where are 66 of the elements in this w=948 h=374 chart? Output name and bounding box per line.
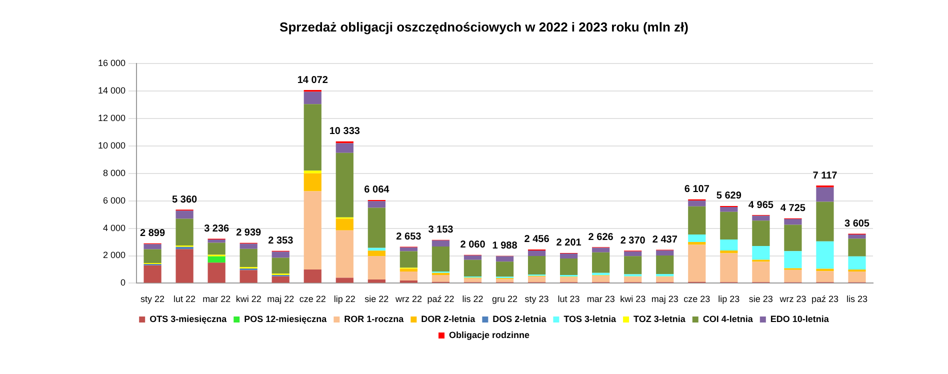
- x-tick-label: cze 22: [299, 294, 326, 304]
- x-tick-label: mar 23: [586, 294, 615, 304]
- total-label: 3 605: [844, 218, 870, 230]
- legend-label: Obligacje rodzinne: [448, 330, 530, 340]
- total-label: 2 653: [396, 232, 422, 243]
- x-tick-label: maj 22: [267, 294, 294, 304]
- total-label: 6 064: [364, 184, 390, 196]
- total-label: 2 626: [588, 232, 614, 243]
- legend-label: ROR 1-roczna: [344, 314, 405, 324]
- total-label: 7 117: [812, 170, 838, 182]
- y-tick-label: 8 000: [102, 168, 126, 178]
- y-tick-label: 2 000: [102, 250, 126, 260]
- x-tick-label: cze 23: [684, 294, 710, 304]
- total-label: 2 353: [268, 236, 294, 247]
- total-label: 2 437: [652, 234, 678, 246]
- total-label: 10 333: [329, 126, 360, 138]
- x-tick-label: sie 23: [748, 294, 773, 304]
- legend-label: DOR 2-letnia: [421, 314, 476, 324]
- total-label: 4 965: [748, 200, 774, 211]
- total-label: 5 360: [172, 194, 198, 206]
- legend-label: POS 12-miesięczna: [244, 314, 328, 324]
- legend-label: OTS 3-miesięczna: [150, 314, 228, 324]
- total-label: 6 107: [684, 184, 710, 196]
- legend-label: TOZ 3-letnia: [634, 314, 686, 324]
- chart-title: Sprzedaż obligacji oszczędnościowych w 2022 i 2023 roku (mln zł): [280, 19, 688, 34]
- x-tick-label: gru 22: [492, 294, 518, 304]
- x-tick-label: sie 22: [364, 294, 389, 304]
- y-tick-label: 0: [120, 278, 126, 288]
- x-tick-label: sty 23: [524, 294, 549, 304]
- x-tick-label: lis 23: [846, 294, 868, 304]
- x-tick-label: lip 23: [718, 294, 740, 304]
- x-tick-label: kwi 22: [236, 294, 262, 304]
- legend-label: EDO 10-letnia: [770, 314, 830, 324]
- legend-label: DOS 2-letnia: [492, 314, 548, 324]
- total-label: 2 899: [140, 228, 166, 240]
- x-tick-label: sty 22: [140, 294, 165, 304]
- total-label: 2 201: [556, 238, 582, 249]
- total-label: 3 153: [428, 224, 454, 236]
- x-tick-label: lip 22: [334, 294, 356, 304]
- total-label: 3 236: [204, 224, 230, 235]
- x-tick-label: mar 22: [202, 294, 231, 304]
- x-tick-label: wrz 22: [394, 294, 422, 304]
- y-tick-label: 4 000: [102, 222, 126, 233]
- total-label: 5 629: [716, 190, 742, 202]
- x-tick-label: lis 22: [462, 294, 484, 304]
- total-label: 14 072: [297, 74, 328, 86]
- total-label: 2 370: [620, 235, 646, 246]
- x-tick-label: lut 23: [558, 294, 580, 304]
- y-tick-label: 12 000: [98, 112, 126, 123]
- legend-label: TOS 3-letnia: [564, 314, 618, 324]
- x-tick-label: maj 23: [651, 294, 678, 304]
- x-tick-label: paź 23: [811, 294, 838, 304]
- y-tick-label: 16 000: [98, 58, 126, 68]
- x-tick-label: kwi 23: [620, 294, 646, 304]
- x-tick-label: paź 22: [427, 294, 454, 304]
- x-tick-label: wrz 23: [778, 294, 806, 304]
- y-tick-label: 14 000: [98, 86, 126, 96]
- total-label: 2 456: [524, 234, 550, 246]
- legend-label: COI 4-letnia: [702, 314, 754, 324]
- total-label: 4 725: [780, 203, 806, 214]
- total-label: 2 060: [460, 240, 486, 251]
- y-tick-label: 10 000: [98, 140, 126, 150]
- y-tick-label: 6 000: [102, 195, 126, 206]
- total-label: 1 988: [492, 240, 518, 252]
- total-label: 2 939: [236, 228, 262, 239]
- x-tick-label: lut 22: [174, 294, 196, 304]
